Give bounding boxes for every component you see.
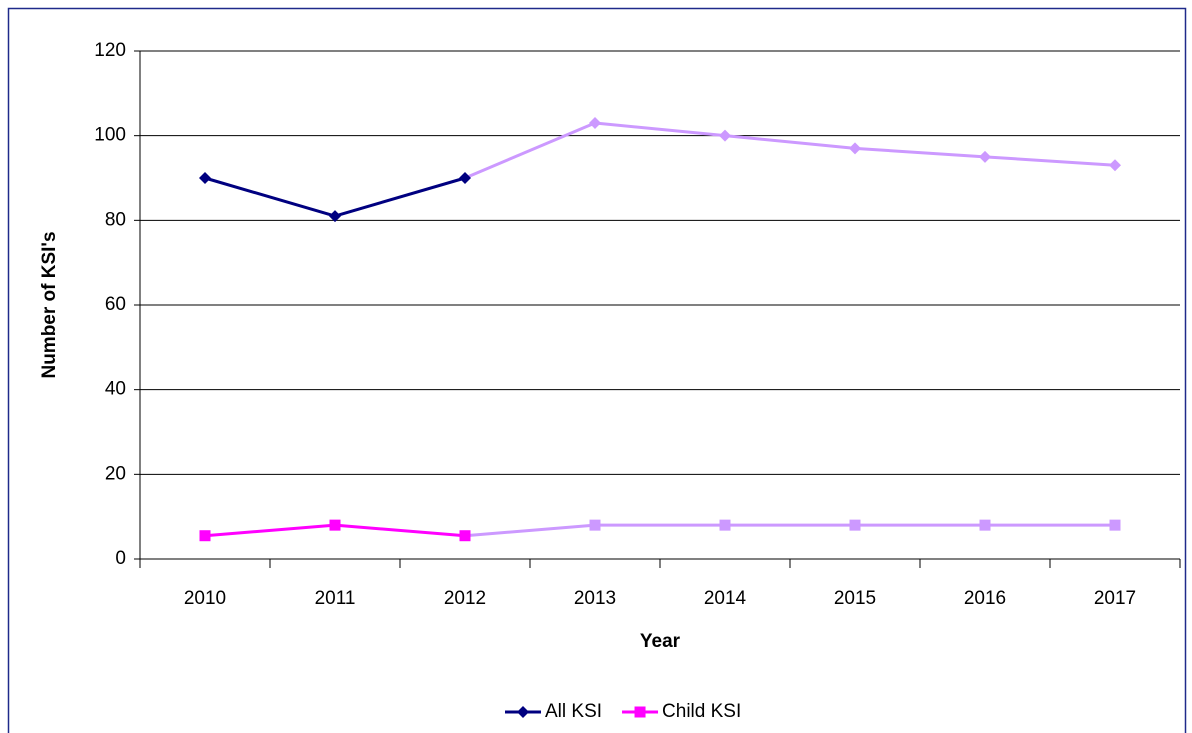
data-point [459, 172, 471, 184]
data-point [329, 519, 341, 531]
data-point [459, 530, 471, 542]
x-tick-label: 2017 [1094, 588, 1136, 609]
x-tick-label: 2013 [574, 588, 616, 609]
series-segment [204, 176, 336, 218]
y-tick-label: 100 [94, 125, 126, 146]
y-tick-label: 120 [94, 40, 126, 61]
data-point [199, 172, 211, 184]
y-tick-label: 60 [105, 294, 126, 315]
y-tick-label: 40 [105, 379, 126, 400]
data-point [1109, 159, 1121, 172]
data-point [589, 116, 601, 129]
x-axis-label: Year [640, 631, 681, 652]
chart-frame [7, 7, 1187, 733]
x-tick-label: 2010 [184, 588, 226, 609]
series-segment [854, 146, 986, 159]
legend-label: Child KSI [662, 701, 741, 722]
x-tick-label: 2014 [704, 588, 747, 609]
data-point [719, 519, 731, 531]
data-point [719, 129, 731, 142]
data-point [329, 210, 341, 223]
series-segment [984, 155, 1116, 167]
series-segment [464, 121, 596, 180]
y-tick-label: 0 [115, 548, 126, 569]
data-point [849, 519, 861, 531]
series-segment [334, 176, 466, 218]
data-point [589, 519, 601, 531]
x-tick-label: 2012 [444, 588, 486, 609]
y-axis-label: Number of KSI's [39, 231, 60, 378]
series-segment [724, 134, 856, 150]
legend-label: All KSI [545, 701, 602, 722]
data-point [1109, 519, 1121, 531]
data-point [979, 519, 991, 531]
series-segment [334, 523, 466, 538]
series-segment [464, 523, 596, 538]
x-tick-label: 2015 [834, 588, 876, 609]
x-tick-label: 2016 [964, 588, 1006, 609]
data-point [979, 150, 991, 163]
data-point [199, 530, 211, 542]
series-segment [204, 523, 336, 538]
y-tick-label: 80 [105, 209, 126, 230]
data-point [849, 142, 861, 155]
legend-marker [634, 706, 646, 718]
y-tick-label: 20 [105, 463, 126, 484]
series-segment [594, 121, 726, 138]
x-tick-label: 2011 [315, 588, 356, 609]
legend-marker [517, 706, 529, 718]
